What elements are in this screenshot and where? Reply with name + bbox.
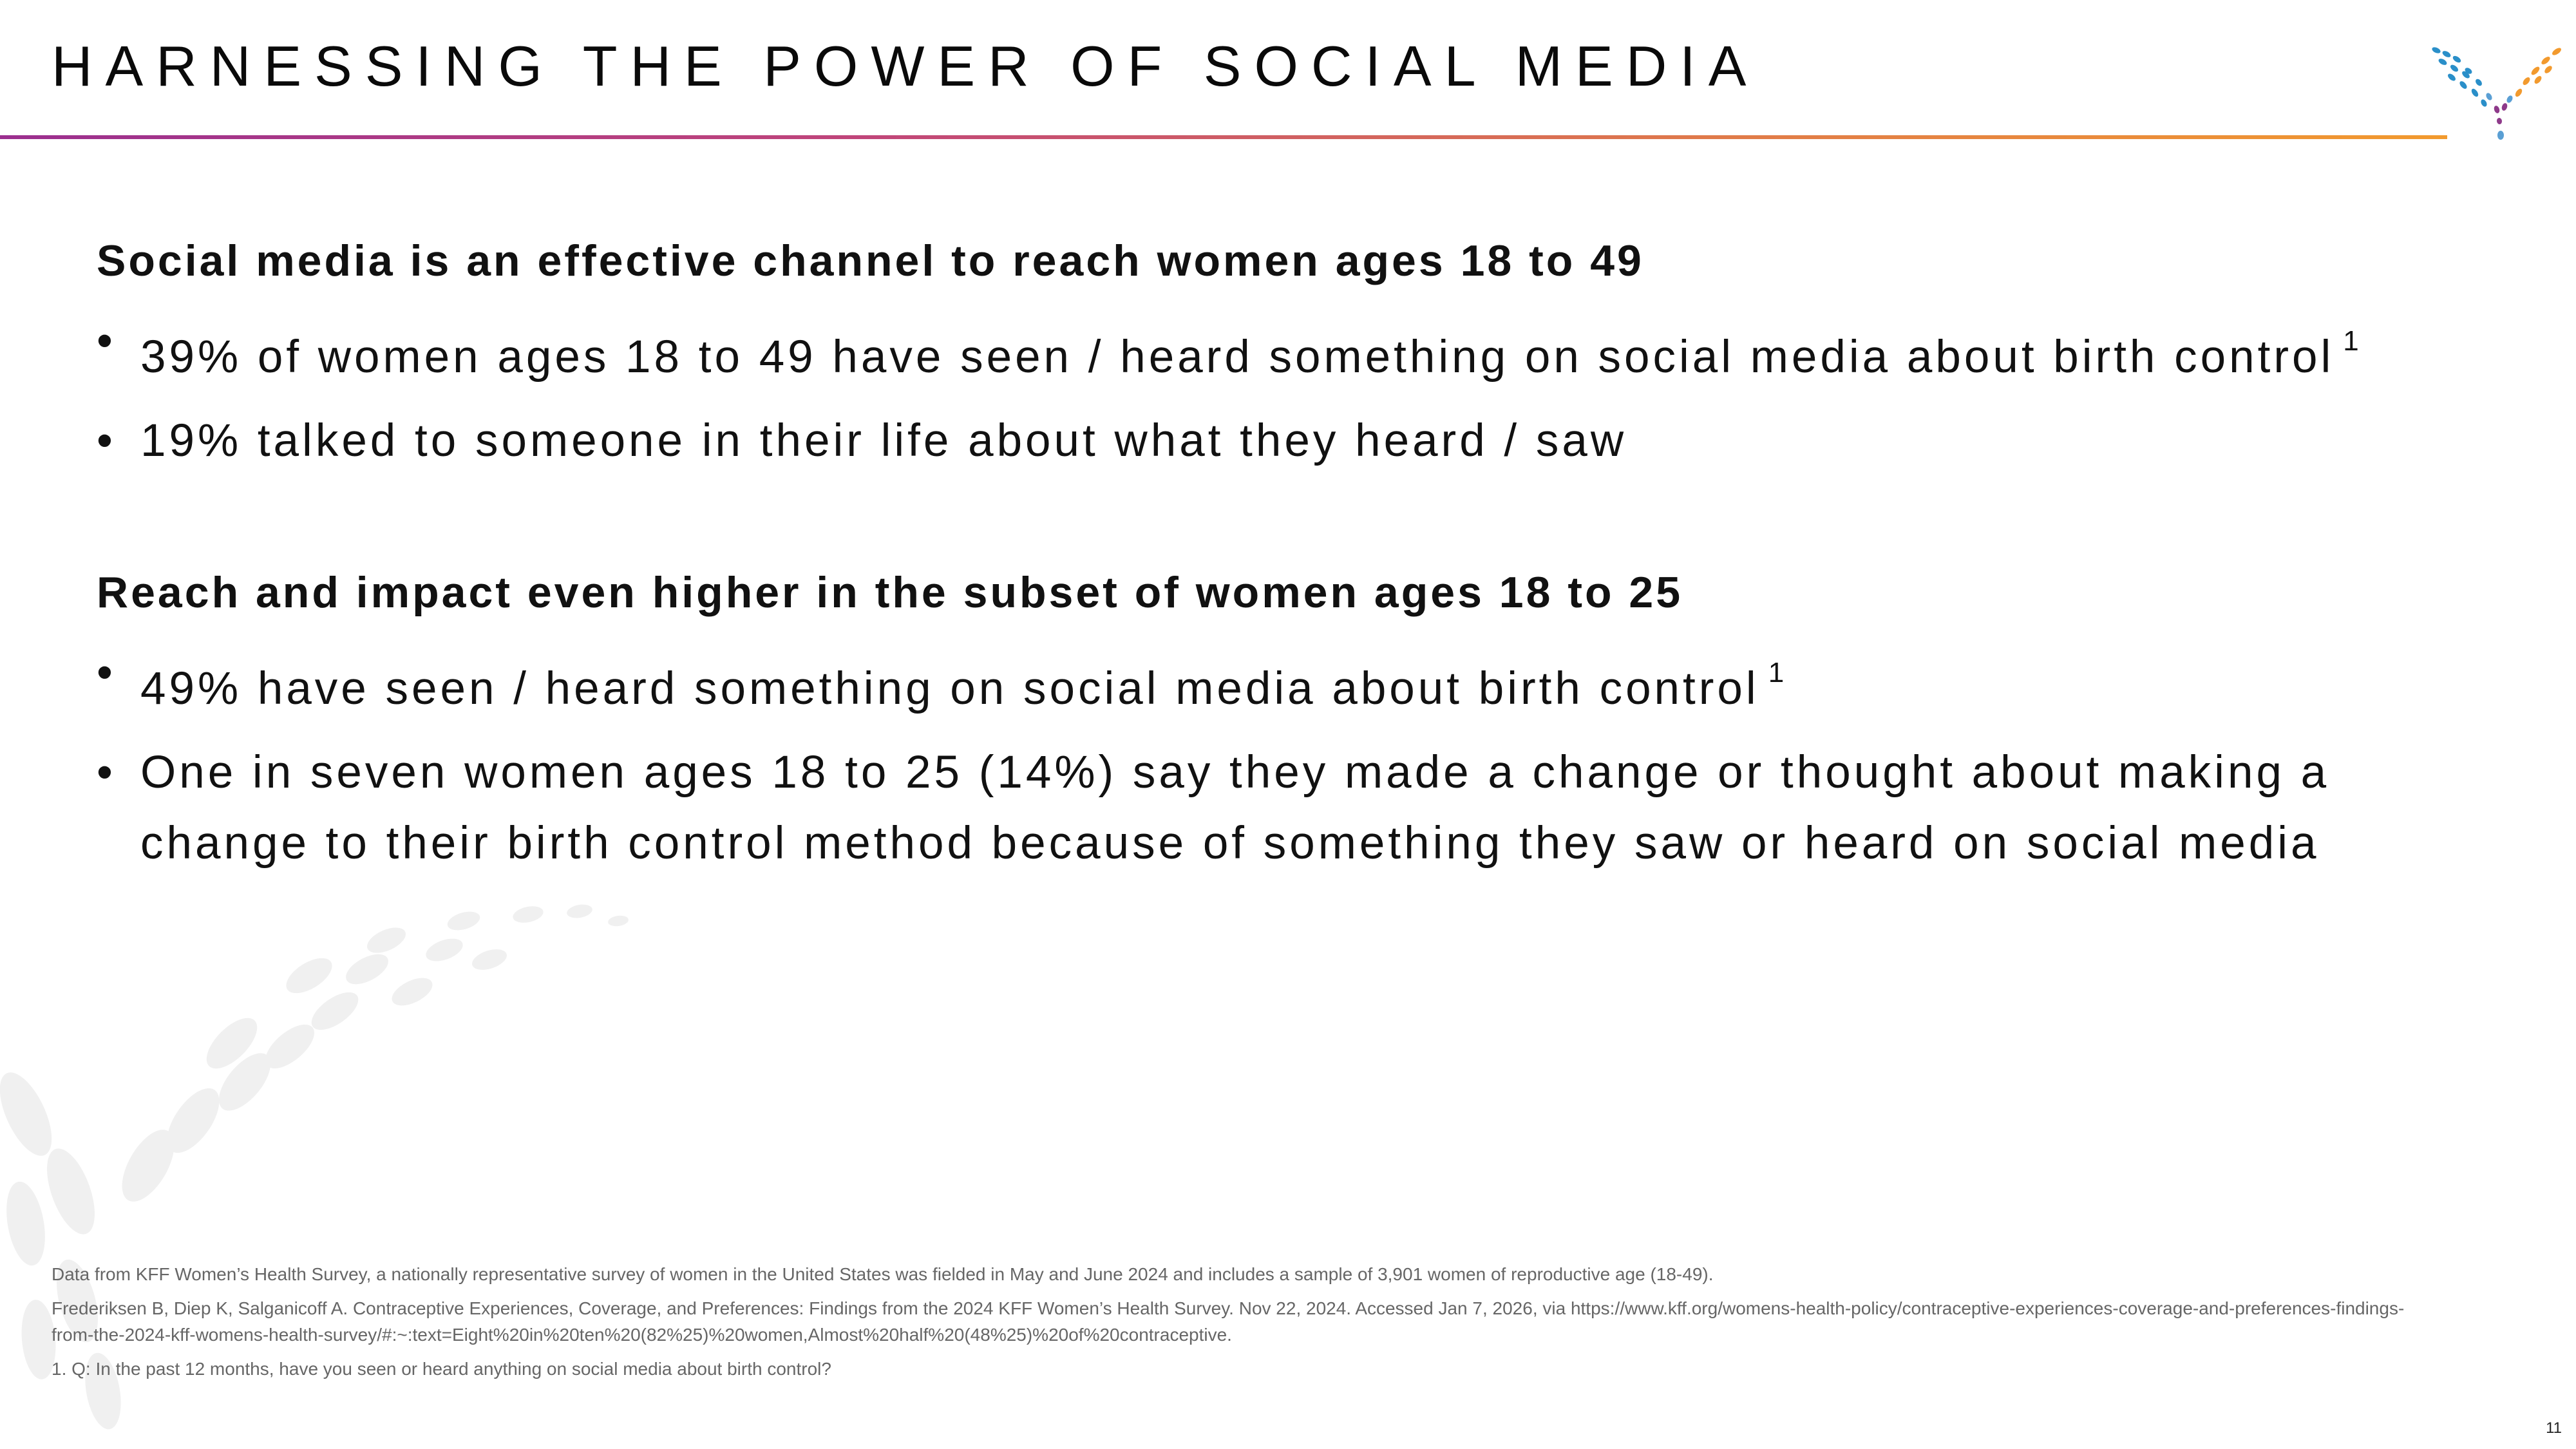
section-heading-ages-18-25: Reach and impact even higher in the subs… [97,568,1683,617]
bullet-item: • 39% of women ages 18 to 49 have seen /… [97,306,2479,393]
bullet-dot-icon: • [97,316,116,366]
slide-title: HARNESSING THE POWER OF SOCIAL MEDIA [52,34,1759,98]
footnote-marker: 1 [2343,325,2359,357]
bullet-text: One in seven women ages 18 to 25 (14%) s… [140,747,2330,869]
bullet-text: 49% have seen / heard something on socia… [140,663,1759,714]
bullet-list-ages-18-49: • 39% of women ages 18 to 49 have seen /… [97,306,2479,477]
footnote-question-1: 1. Q: In the past 12 months, have you se… [52,1359,831,1379]
slide-content: Social media is an effective channel to … [97,229,2479,879]
bullet-text: 39% of women ages 18 to 49 have seen / h… [140,332,2334,383]
footnote-data-source: Data from KFF Women’s Health Survey, a n… [52,1264,1714,1284]
brand-logo-icon [2432,47,2561,140]
title-divider [0,135,2447,139]
bullet-item: • One in seven women ages 18 to 25 (14%)… [97,737,2479,879]
bullet-item: • 19% talked to someone in their life ab… [97,406,2479,477]
bullet-dot-icon: • [97,415,116,466]
bullet-dot-icon: • [97,747,116,798]
footnotes: Data from KFF Women’s Health Survey, a n… [52,1261,2434,1390]
page-number: 11 [2546,1419,2562,1437]
leaf-watermark-icon [0,904,629,1430]
bullet-text: 19% talked to someone in their life abou… [140,415,1627,466]
footnote-citation: Frederiksen B, Diep K, Salganicoff A. Co… [52,1298,2405,1345]
section-spacer [97,477,2479,560]
footnote-marker: 1 [1768,657,1785,688]
bullet-item: • 49% have seen / heard something on soc… [97,638,2479,724]
section-heading-ages-18-49: Social media is an effective channel to … [97,236,1644,285]
bullet-dot-icon: • [97,647,116,698]
bullet-list-ages-18-25: • 49% have seen / heard something on soc… [97,638,2479,879]
